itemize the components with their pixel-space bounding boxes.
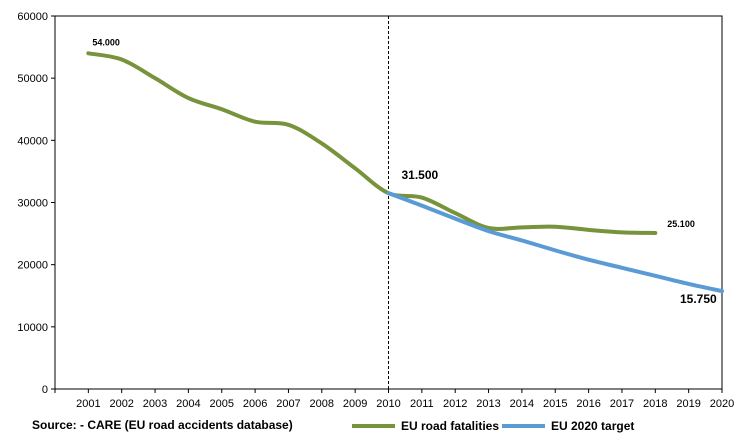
y-tick-label: 40000: [17, 135, 48, 147]
x-tick-label: 2009: [343, 398, 367, 410]
y-tick-label: 0: [42, 384, 48, 396]
legend: EU road fatalities EU 2020 target: [352, 419, 634, 433]
series-line-fatalities: [86, 51, 658, 235]
source-note: Source: - CARE (EU road accidents databa…: [32, 418, 293, 432]
data-labels: 54.000 31.500 25.100 15.750: [92, 37, 717, 306]
x-tick-label: 2014: [510, 398, 534, 410]
data-label: 31.500: [402, 168, 439, 182]
legend-item-target: EU 2020 target: [502, 419, 634, 433]
x-tick-label: 2012: [443, 398, 467, 410]
legend-label: EU road fatalities: [401, 419, 499, 433]
x-tick-label: 2017: [610, 398, 634, 410]
legend-label: EU 2020 target: [551, 419, 634, 433]
data-label: 54.000: [92, 37, 120, 47]
y-tick-label: 60000: [17, 11, 48, 23]
series-line-target: [386, 191, 724, 294]
legend-item-fatalities: EU road fatalities: [352, 419, 499, 433]
x-tick-label: 2016: [576, 398, 600, 410]
x-tick-label: 2015: [543, 398, 567, 410]
x-tick-label: 2010: [376, 398, 400, 410]
x-axis: 2001 2002 2003 2004 2005 2006 2007 2008 2009 2010…: [54, 388, 734, 410]
x-tick-label: 2018: [643, 398, 667, 410]
x-tick-label: 2005: [210, 398, 234, 410]
y-tick-label: 20000: [17, 260, 48, 272]
x-tick-label: 2006: [243, 398, 267, 410]
x-tick-label: 2013: [476, 398, 500, 410]
y-tick-label: 50000: [17, 73, 48, 85]
series-lines: [86, 51, 724, 294]
x-tick-label: 2003: [143, 398, 167, 410]
y-axis: 0 10000 20000 30000 40000 50000 60000: [17, 11, 55, 396]
x-tick-label: 2019: [676, 398, 700, 410]
x-tick-label: 2001: [76, 398, 100, 410]
x-tick-label: 2002: [109, 398, 133, 410]
y-tick-label: 30000: [17, 198, 48, 210]
x-tick-label: 2011: [410, 398, 434, 410]
y-tick-label: 10000: [17, 322, 48, 334]
x-tick-label: 2007: [276, 398, 300, 410]
x-tick-label: 2004: [176, 398, 200, 410]
data-label: 15.750: [680, 292, 717, 306]
data-label: 25.100: [667, 219, 695, 229]
x-tick-label: 2020: [710, 398, 734, 410]
x-tick-label: 2008: [310, 398, 334, 410]
